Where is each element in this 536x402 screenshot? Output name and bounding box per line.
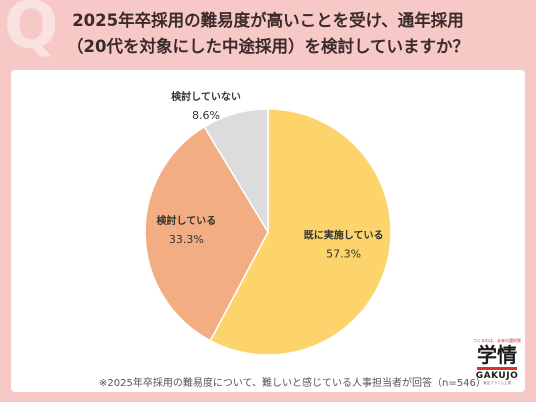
slice-value-considering: 33.3%: [169, 233, 204, 246]
title-line-1: 2025年卒採用の難易度が高いことを受け、通年採用: [72, 11, 464, 30]
footnote: ※2025年卒採用の難易度について、難しいと感じている人事担当者が回答（n=54…: [99, 378, 486, 389]
pie-slice-not-considering: [203, 108, 269, 235]
logo-name: 学情: [477, 343, 517, 367]
slice-label-implemented: 既に実施している: [304, 228, 384, 241]
logo-sub: GAKUJO: [475, 371, 519, 381]
chart-card: 既に実施している 57.3% 検討している 33.3% 検討していない 8.6% ※202…: [11, 70, 525, 392]
logo-tiny: 東証プライム上場: [483, 381, 511, 385]
page-title: 2025年卒採用の難易度が高いことを受け、通年採用 （20代を対象にした中途採用…: [0, 8, 536, 60]
slice-value-implemented: 57.3%: [326, 247, 361, 260]
pie-slice-considering: [144, 125, 269, 342]
slice-label-not-considering: 検討していない: [171, 90, 241, 103]
logo-bar: [477, 367, 517, 370]
logo-tagline: つくるのは、未来の選択肢: [473, 338, 521, 343]
slice-label-considering: 検討している: [157, 214, 217, 227]
pie-chart: 既に実施している 57.3% 検討している 33.3% 検討していない 8.6%: [144, 90, 392, 356]
title-line-2: （20代を対象にした中途採用）を検討していますか？: [67, 37, 469, 56]
gakujo-logo: つくるのは、未来の選択肢 学情 GAKUJO 東証プライム上場: [473, 338, 521, 386]
q-watermark: Q: [4, 0, 59, 63]
pie-slice-implemented: [209, 108, 392, 356]
slice-value-not-considering: 8.6%: [192, 109, 220, 122]
